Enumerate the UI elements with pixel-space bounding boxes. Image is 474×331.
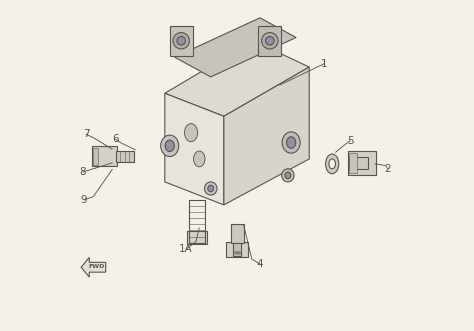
Polygon shape <box>81 258 106 277</box>
Ellipse shape <box>282 132 300 153</box>
Text: 1: 1 <box>321 59 327 69</box>
FancyBboxPatch shape <box>91 146 117 166</box>
FancyBboxPatch shape <box>233 243 241 256</box>
Text: 5: 5 <box>347 136 354 146</box>
Ellipse shape <box>165 140 174 152</box>
Polygon shape <box>165 93 224 205</box>
Polygon shape <box>174 18 296 77</box>
Circle shape <box>265 36 274 45</box>
Circle shape <box>177 36 185 45</box>
Circle shape <box>262 32 278 49</box>
Text: 6: 6 <box>112 134 119 144</box>
Text: 1A: 1A <box>179 244 193 254</box>
Text: 7: 7 <box>82 129 89 139</box>
Ellipse shape <box>184 124 198 142</box>
Polygon shape <box>224 67 309 205</box>
FancyBboxPatch shape <box>258 26 281 56</box>
Text: 2: 2 <box>385 164 392 174</box>
Ellipse shape <box>285 172 291 179</box>
FancyBboxPatch shape <box>348 153 357 173</box>
FancyBboxPatch shape <box>116 151 134 162</box>
Text: 9: 9 <box>81 195 87 205</box>
Text: 4: 4 <box>256 259 263 269</box>
FancyBboxPatch shape <box>348 157 368 169</box>
FancyBboxPatch shape <box>231 224 244 243</box>
Text: FWD: FWD <box>88 264 105 269</box>
Ellipse shape <box>287 137 296 148</box>
FancyBboxPatch shape <box>347 151 376 175</box>
Ellipse shape <box>204 182 217 195</box>
Ellipse shape <box>208 185 214 192</box>
Circle shape <box>173 32 190 49</box>
FancyBboxPatch shape <box>226 242 248 257</box>
Ellipse shape <box>161 135 179 157</box>
Circle shape <box>237 252 240 254</box>
Ellipse shape <box>329 159 336 169</box>
FancyBboxPatch shape <box>187 231 207 244</box>
Circle shape <box>235 252 237 254</box>
FancyBboxPatch shape <box>92 148 99 165</box>
FancyBboxPatch shape <box>170 26 193 56</box>
Polygon shape <box>165 41 309 116</box>
Ellipse shape <box>193 151 205 167</box>
Ellipse shape <box>282 169 294 182</box>
Ellipse shape <box>326 154 339 174</box>
Text: 8: 8 <box>80 167 86 177</box>
